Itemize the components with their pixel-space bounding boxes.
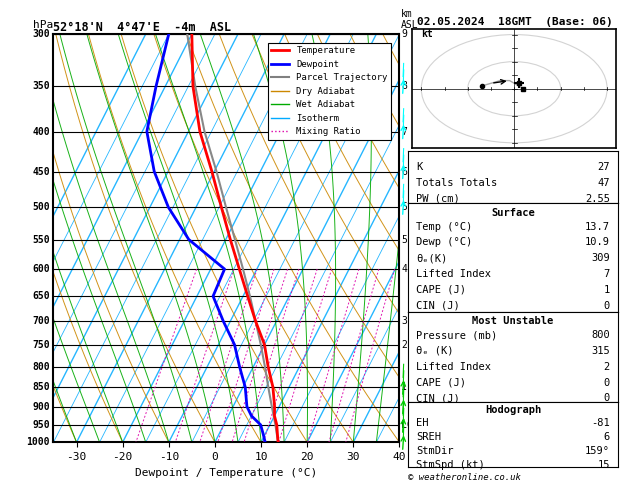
Text: 309: 309 [591,253,610,263]
Text: Dewp (°C): Dewp (°C) [416,238,472,247]
Text: 700: 700 [32,316,50,326]
Text: 7: 7 [401,126,407,137]
Text: 450: 450 [32,167,50,176]
Text: 6: 6 [401,167,407,176]
Text: 650: 650 [32,291,50,301]
Text: © weatheronline.co.uk: © weatheronline.co.uk [408,473,520,482]
Text: 900: 900 [32,401,50,412]
Text: 0: 0 [604,300,610,311]
Text: 800: 800 [32,362,50,372]
Text: 300: 300 [32,29,50,39]
Text: 7: 7 [604,269,610,279]
Text: Most Unstable: Most Unstable [472,315,554,326]
Text: 850: 850 [32,382,50,392]
Text: 15: 15 [598,460,610,470]
Text: Surface: Surface [491,208,535,218]
Text: Pressure (mb): Pressure (mb) [416,330,498,340]
Text: 3: 3 [401,316,407,326]
Text: 52°18'N  4°47'E  -4m  ASL: 52°18'N 4°47'E -4m ASL [53,21,231,34]
Text: 1: 1 [401,382,407,392]
Text: 2: 2 [604,362,610,372]
Text: -81: -81 [591,418,610,428]
Text: 13.7: 13.7 [585,222,610,232]
Text: 950: 950 [32,420,50,430]
Text: Mixing Ratio (g/kg): Mixing Ratio (g/kg) [420,182,430,294]
Text: 9: 9 [401,29,407,39]
Text: 350: 350 [32,81,50,91]
Text: CIN (J): CIN (J) [416,300,460,311]
Text: CAPE (J): CAPE (J) [416,285,466,295]
Text: 2: 2 [401,340,407,350]
Text: Totals Totals: Totals Totals [416,178,498,188]
Text: km
ASL: km ASL [401,9,419,30]
Text: StmDir: StmDir [416,446,454,456]
Text: PW (cm): PW (cm) [416,194,460,204]
Text: 02.05.2024  18GMT  (Base: 06): 02.05.2024 18GMT (Base: 06) [416,17,613,27]
Text: CAPE (J): CAPE (J) [416,378,466,387]
Text: θₑ(K): θₑ(K) [416,253,447,263]
Text: 600: 600 [32,264,50,274]
Text: EH: EH [416,418,428,428]
Text: 750: 750 [32,340,50,350]
Text: 4: 4 [401,264,407,274]
Text: 159°: 159° [585,446,610,456]
Text: 2.55: 2.55 [585,194,610,204]
Text: 6: 6 [604,432,610,442]
Text: SREH: SREH [416,432,441,442]
Text: 800: 800 [591,330,610,340]
Text: LCL: LCL [401,420,419,430]
Text: kt: kt [421,29,433,39]
X-axis label: Dewpoint / Temperature (°C): Dewpoint / Temperature (°C) [135,468,318,478]
Text: StmSpd (kt): StmSpd (kt) [416,460,485,470]
Text: 5.5: 5.5 [401,202,419,212]
Text: 400: 400 [32,126,50,137]
Legend: Temperature, Dewpoint, Parcel Trajectory, Dry Adiabat, Wet Adiabat, Isotherm, Mi: Temperature, Dewpoint, Parcel Trajectory… [267,43,391,140]
Text: 5: 5 [401,235,407,244]
Text: 47: 47 [598,178,610,188]
Text: 500: 500 [32,202,50,212]
Text: 10.9: 10.9 [585,238,610,247]
Text: Lifted Index: Lifted Index [416,362,491,372]
Text: 1000: 1000 [26,437,50,447]
Text: Lifted Index: Lifted Index [416,269,491,279]
Text: 0: 0 [604,378,610,387]
Text: 1: 1 [604,285,610,295]
Text: θₑ (K): θₑ (K) [416,346,454,356]
Text: CIN (J): CIN (J) [416,393,460,403]
Text: 8: 8 [401,81,407,91]
Text: Temp (°C): Temp (°C) [416,222,472,232]
Text: 315: 315 [591,346,610,356]
Text: 27: 27 [598,162,610,172]
Text: K: K [416,162,422,172]
Text: 550: 550 [32,235,50,244]
Text: Hodograph: Hodograph [485,405,541,415]
Text: 0: 0 [604,393,610,403]
Text: hPa: hPa [33,20,53,30]
